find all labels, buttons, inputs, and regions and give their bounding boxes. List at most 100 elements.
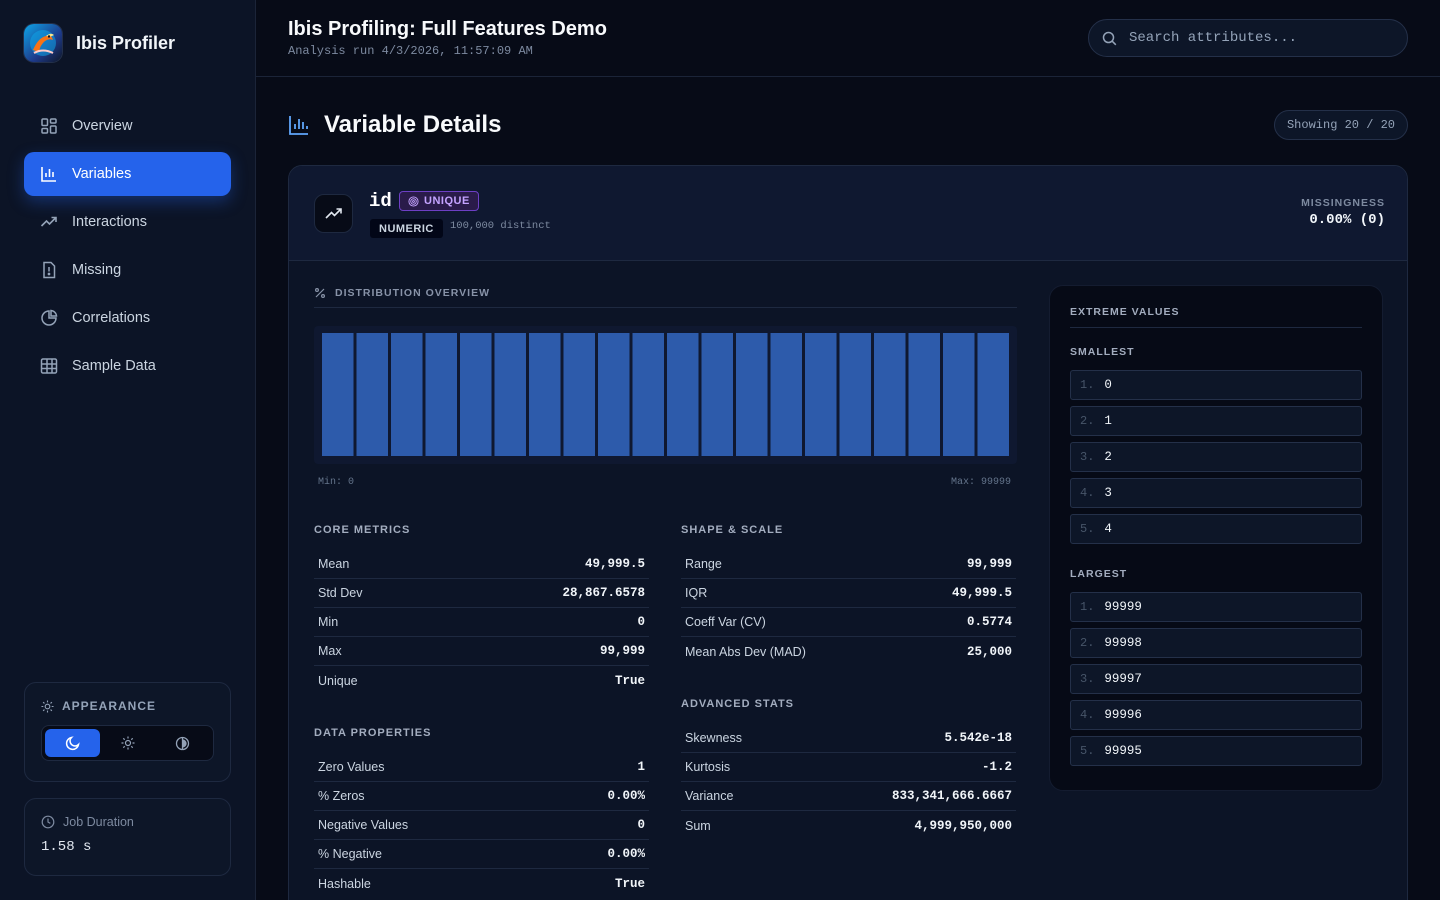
stat-label: Unique xyxy=(318,673,358,688)
extreme-value: 99996 xyxy=(1104,708,1142,722)
sidebar-item-correlations[interactable]: Correlations xyxy=(24,296,231,340)
stat-label: Range xyxy=(685,557,722,571)
sidebar-item-missing[interactable]: Missing xyxy=(24,248,231,292)
histogram-bar[interactable] xyxy=(563,333,596,456)
extreme-rank: 2. xyxy=(1080,414,1095,428)
stat-label: % Zeros xyxy=(318,789,365,803)
stat-label: Coeff Var (CV) xyxy=(685,615,766,629)
histogram-bar[interactable] xyxy=(632,333,665,456)
stat-row: % Zeros 0.00% xyxy=(314,782,649,811)
histogram-bar[interactable] xyxy=(908,333,941,456)
job-duration-value: 1.58 s xyxy=(41,839,92,855)
stat-label: Negative Values xyxy=(318,818,409,832)
extreme-item: 2. 1 xyxy=(1070,406,1362,436)
extreme-value: 99998 xyxy=(1104,636,1142,650)
appearance-heading: APPEARANCE xyxy=(41,699,214,713)
extreme-item: 3. 99997 xyxy=(1070,664,1362,694)
extreme-rank: 3. xyxy=(1080,450,1095,464)
section-header: Variable Details xyxy=(288,111,501,139)
trend-icon xyxy=(40,216,57,227)
extreme-value: 2 xyxy=(1104,450,1112,464)
theme-toggle xyxy=(41,725,214,761)
histogram-min-label: Min: 0 xyxy=(318,477,355,488)
histogram-bar[interactable] xyxy=(356,333,389,456)
showing-count-badge: Showing 20 / 20 xyxy=(1274,110,1408,140)
histogram-bar[interactable] xyxy=(943,333,975,456)
histogram-bar[interactable] xyxy=(977,333,1010,456)
ibis-logo-icon xyxy=(24,24,62,62)
stat-label: Zero Values xyxy=(318,760,385,774)
stat-row: Hashable True xyxy=(314,869,649,898)
extreme-item: 3. 2 xyxy=(1070,442,1362,472)
histogram-bar[interactable] xyxy=(770,333,803,456)
stat-label: Skewness xyxy=(685,731,742,745)
variable-card-header[interactable]: id UNIQUE NUMERIC 100,000 distinct MISSI… xyxy=(289,166,1407,261)
histogram-bar[interactable] xyxy=(667,333,699,456)
grid-icon xyxy=(41,118,57,134)
stat-label: Std Dev xyxy=(318,586,363,600)
data-properties-table: Zero Values 1 % Zeros 0.00% Negative Value… xyxy=(314,753,649,898)
theme-dark-button[interactable] xyxy=(45,729,100,757)
search-input[interactable] xyxy=(1129,30,1389,46)
histogram-bar[interactable] xyxy=(529,333,561,456)
variable-type-icon xyxy=(314,194,353,233)
theme-system-button[interactable] xyxy=(155,729,210,757)
extreme-item: 4. 3 xyxy=(1070,478,1362,508)
stat-label: Variance xyxy=(685,789,734,803)
extreme-item: 2. 99998 xyxy=(1070,628,1362,658)
stat-label: Mean xyxy=(318,557,350,571)
sidebar-item-label: Sample Data xyxy=(72,358,156,374)
sidebar-item-label: Correlations xyxy=(72,310,151,326)
histogram-bar[interactable] xyxy=(598,333,630,456)
job-duration-label: Job Duration xyxy=(63,815,134,829)
sidebar-item-sample-data[interactable]: Sample Data xyxy=(24,344,231,388)
stat-value: 4,999,950,000 xyxy=(914,818,1012,833)
sidebar-item-overview[interactable]: Overview xyxy=(24,104,231,148)
missingness-label: MISSINGNESS xyxy=(1301,197,1385,209)
unique-badge: UNIQUE xyxy=(399,191,479,211)
stat-row: Range 99,999 xyxy=(681,550,1016,579)
histogram-bar[interactable] xyxy=(460,333,492,456)
stat-row: % Negative 0.00% xyxy=(314,840,649,869)
search-box[interactable] xyxy=(1088,19,1408,57)
stat-value: True xyxy=(614,876,645,891)
stat-value: 0 xyxy=(637,818,645,832)
missingness-value: 0.00% (0) xyxy=(1309,212,1385,228)
extreme-value: 4 xyxy=(1104,522,1112,536)
clock-icon xyxy=(41,815,55,829)
histogram-bar[interactable] xyxy=(322,333,354,456)
stat-row: Zero Values 1 xyxy=(314,753,649,782)
sidebar: Ibis Profiler Overview Variables Interac… xyxy=(0,0,256,900)
brand[interactable]: Ibis Profiler xyxy=(24,24,175,62)
advanced-stats-title: ADVANCED STATS xyxy=(681,698,794,710)
stat-value: 0 xyxy=(637,615,645,629)
histogram-bar[interactable] xyxy=(425,333,458,456)
histogram-bar[interactable] xyxy=(805,333,837,456)
histogram xyxy=(314,326,1017,464)
stat-row: Std Dev 28,867.6578 xyxy=(314,579,649,608)
advanced-stats-table: Skewness 5.542e-18 Kurtosis -1.2 Variance 8… xyxy=(681,724,1016,840)
sidebar-item-interactions[interactable]: Interactions xyxy=(24,200,231,244)
stat-value: 99,999 xyxy=(966,557,1012,571)
stat-value: 1 xyxy=(637,760,645,774)
stat-label: Sum xyxy=(685,818,711,833)
distinct-count: 100,000 distinct xyxy=(450,220,551,232)
stat-row: Coeff Var (CV) 0.5774 xyxy=(681,608,1016,637)
section-title: Variable Details xyxy=(324,111,502,138)
histogram-bar[interactable] xyxy=(839,333,872,456)
sidebar-item-variables[interactable]: Variables xyxy=(24,152,231,196)
histogram-bar[interactable] xyxy=(391,333,423,456)
extreme-rank: 1. xyxy=(1080,378,1095,392)
stat-row: IQR 49,999.5 xyxy=(681,579,1016,608)
smallest-label: SMALLEST xyxy=(1070,346,1135,358)
histogram-bar[interactable] xyxy=(736,333,768,456)
histogram-bar[interactable] xyxy=(701,333,734,456)
stat-label: Mean Abs Dev (MAD) xyxy=(685,644,806,659)
analysis-timestamp: Analysis run 4/3/2026, 11:57:09 AM xyxy=(288,44,533,58)
sun-icon xyxy=(121,736,134,750)
extreme-value: 0 xyxy=(1104,378,1112,392)
stat-row: Kurtosis -1.2 xyxy=(681,753,1016,782)
histogram-bar[interactable] xyxy=(874,333,906,456)
theme-light-button[interactable] xyxy=(100,729,155,757)
histogram-bar[interactable] xyxy=(494,333,527,456)
